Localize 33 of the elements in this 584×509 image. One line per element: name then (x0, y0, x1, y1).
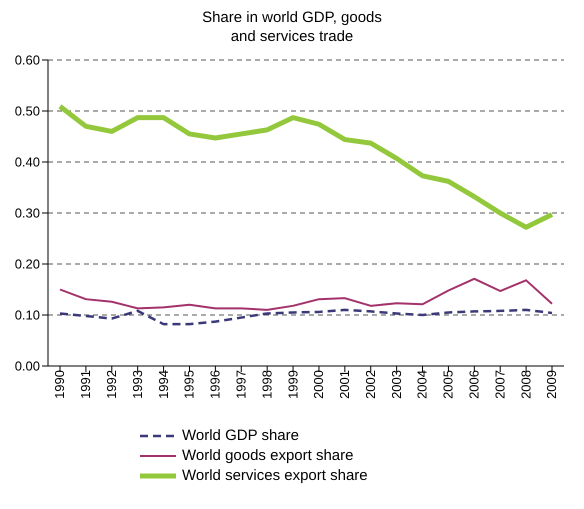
x-tick-label: 1992 (104, 370, 120, 399)
x-tick-label: 1998 (259, 370, 274, 399)
x-tick-label: 1991 (78, 370, 94, 399)
x-tick-label: 1996 (208, 370, 223, 399)
y-tick-label: 0.60 (14, 52, 40, 68)
legend-label: World GDP share (182, 426, 299, 446)
x-tick-label: 2006 (466, 370, 482, 399)
x-tick-label: 2001 (337, 370, 352, 399)
x-tick-label: 2009 (544, 370, 560, 399)
y-tick-label: 0.20 (14, 256, 40, 272)
legend-label: World goods export share (182, 446, 354, 466)
chart-title: Share in world GDP, goods and services trade (201, 8, 383, 46)
x-tick-label: 2008 (518, 370, 534, 399)
x-tick-label: 1993 (130, 370, 145, 399)
x-tick-label: 2000 (311, 370, 326, 399)
x-tick-label: 2002 (362, 370, 378, 399)
x-tick-label: 1997 (233, 370, 248, 399)
x-tick-label: 2005 (440, 370, 456, 399)
x-tick-label: 1999 (285, 370, 300, 399)
x-tick-label: 2003 (388, 370, 404, 399)
y-tick-label: 0.00 (14, 358, 40, 374)
y-tick-label: 0.10 (14, 308, 40, 323)
line-series (59, 278, 553, 311)
x-tick-label: 1994 (156, 370, 171, 399)
x-tick-label: 1990 (52, 370, 68, 399)
x-tick-label: 2007 (492, 370, 508, 399)
y-tick-label: 0.50 (14, 104, 40, 119)
y-tick-label: 0.30 (14, 206, 40, 221)
legend-label: World services export share (182, 466, 368, 486)
x-tick-label: 2004 (414, 370, 430, 399)
x-tick-label: 1995 (182, 370, 197, 399)
y-tick-label: 0.40 (14, 154, 40, 170)
line-series (58, 308, 554, 326)
